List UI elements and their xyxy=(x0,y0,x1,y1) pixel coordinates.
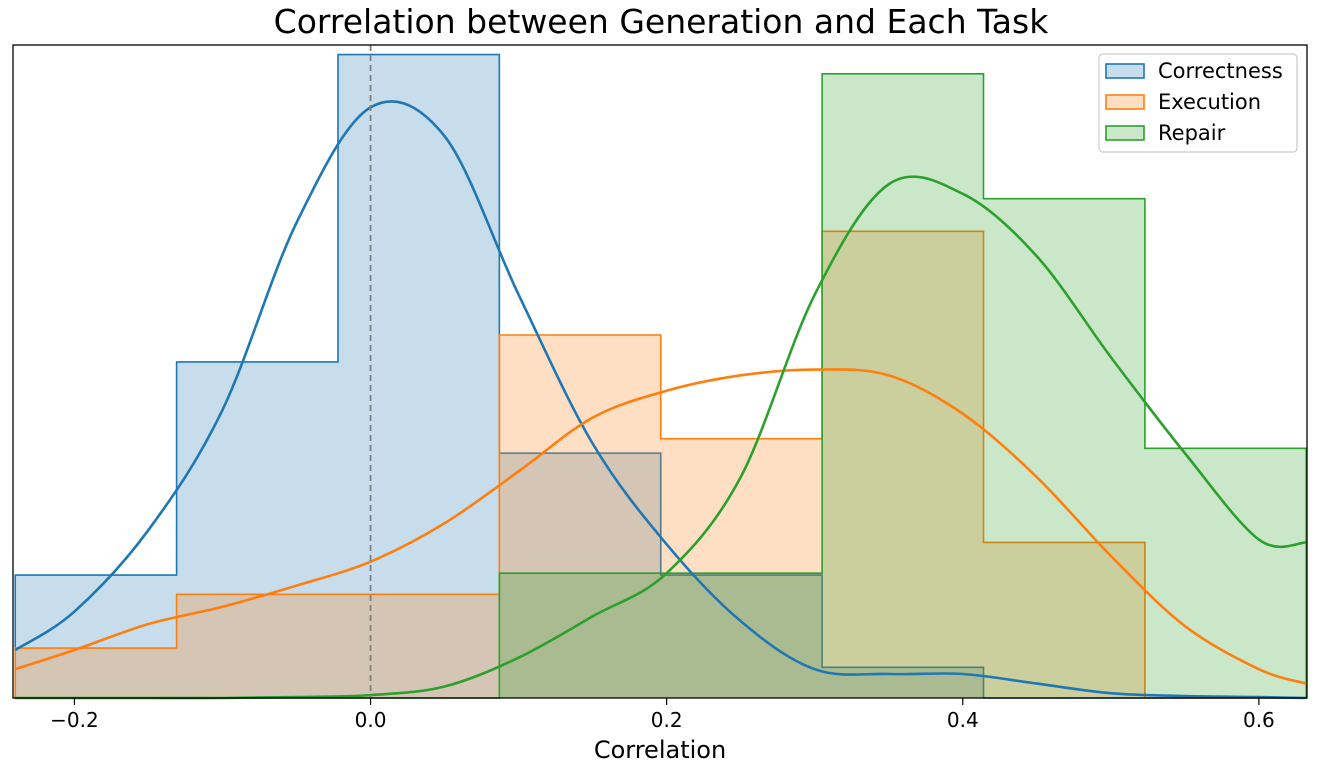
execution-bar-0 xyxy=(15,648,177,698)
legend-box xyxy=(1098,53,1298,153)
x-tick-label: 0.0 xyxy=(355,708,387,732)
legend-swatch-correctness xyxy=(1105,63,1145,79)
x-tick-label: −0.2 xyxy=(50,708,99,732)
legend-label-repair: Repair xyxy=(1158,121,1226,145)
correctness-bar-4 xyxy=(660,575,823,698)
plot-frame xyxy=(12,44,1308,699)
correctness-kde-curve xyxy=(14,100,1307,700)
execution-kde-curve xyxy=(14,368,1307,685)
repair-bar-6 xyxy=(983,198,1145,698)
correctness-bar-0 xyxy=(15,575,177,698)
execution-bar-2 xyxy=(337,594,500,698)
x-tick-label: 0.4 xyxy=(947,708,979,732)
execution-bar-6 xyxy=(983,542,1145,698)
repair-bar-4 xyxy=(660,573,823,698)
execution-bar-3 xyxy=(499,335,661,698)
legend-label-execution: Execution xyxy=(1158,90,1261,114)
histogram-bars xyxy=(14,53,1308,699)
execution-bar-5 xyxy=(822,231,984,698)
correctness-bar-1 xyxy=(176,361,338,698)
execution-histogram-outline xyxy=(14,230,1307,699)
x-axis-label: Correlation xyxy=(594,736,726,764)
correctness-histogram-outline xyxy=(14,53,1307,699)
x-tick-label: 0.2 xyxy=(651,708,683,732)
legend: Correctness Execution Repair xyxy=(1098,53,1298,153)
repair-bar-3 xyxy=(499,573,661,698)
x-axis-ticks: −0.2 0.0 0.2 0.4 0.6 xyxy=(50,698,1275,732)
correctness-bar-5 xyxy=(822,667,984,698)
repair-bar-7 xyxy=(1144,448,1307,698)
x-tick-label: 0.6 xyxy=(1243,708,1275,732)
correctness-bar-2 xyxy=(337,54,500,698)
legend-label-correctness: Correctness xyxy=(1158,59,1283,83)
correctness-bar-3 xyxy=(499,453,661,698)
repair-bar-5 xyxy=(822,73,984,698)
execution-bar-1 xyxy=(176,594,338,698)
legend-swatch-repair xyxy=(1105,125,1145,141)
legend-swatch-execution xyxy=(1105,94,1145,110)
chart-title: Correlation between Generation and Each … xyxy=(273,2,1049,41)
